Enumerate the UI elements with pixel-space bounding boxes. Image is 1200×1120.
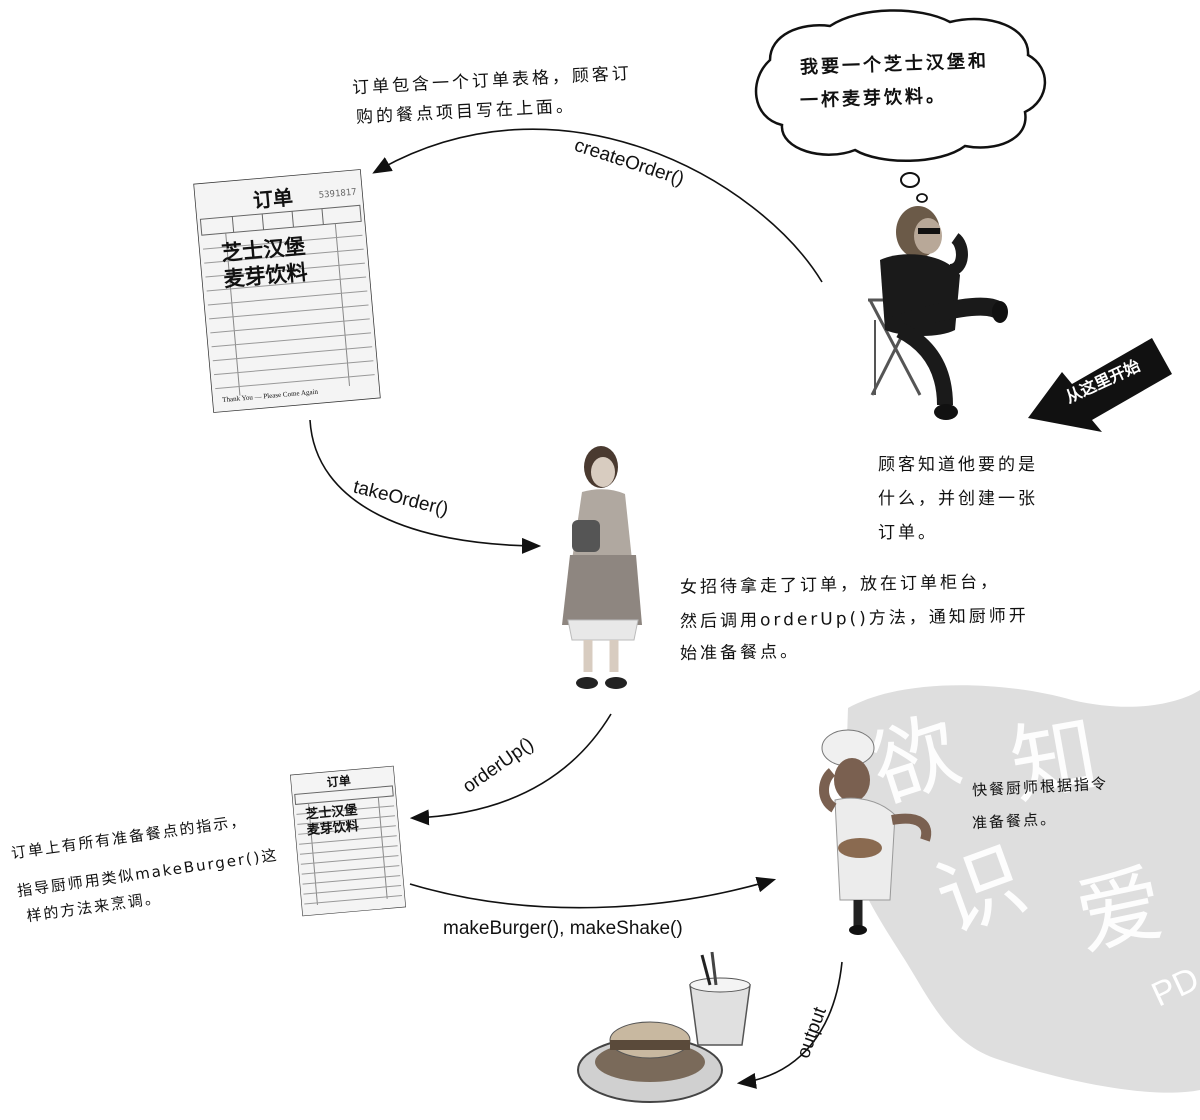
cook-note-line-2: 准备餐点。 (971, 809, 1058, 833)
waitress-note-line-1: 女招待拿走了订单，放在订单柜台， (679, 572, 1001, 598)
output-arrow (736, 961, 843, 1089)
order-up-arrow (409, 713, 612, 826)
customer-note-line-1: 顾客知道他要的是 (878, 455, 1038, 475)
waitress-note-line-2: 然后调用orderUp()方法，通知厨师开 (679, 605, 1029, 633)
waitress-note-line-3: 始准备餐点。 (679, 641, 801, 665)
customer-note-line-2: 什么，并创建一张 (878, 489, 1038, 509)
order-ticket-small: 订单 芝士汉堡 麦芽饮料 (290, 765, 406, 917)
make-arrow (409, 876, 777, 909)
make-label: makeBurger(), makeShake() (443, 918, 683, 939)
take-order-arrow (309, 419, 542, 554)
order-ticket-large: 订单 5391817 芝士汉堡 麦芽饮料 Thank You — Please … (193, 169, 381, 413)
create-order-arrow (372, 128, 823, 283)
customer-note-line-3: 订单。 (878, 523, 938, 543)
